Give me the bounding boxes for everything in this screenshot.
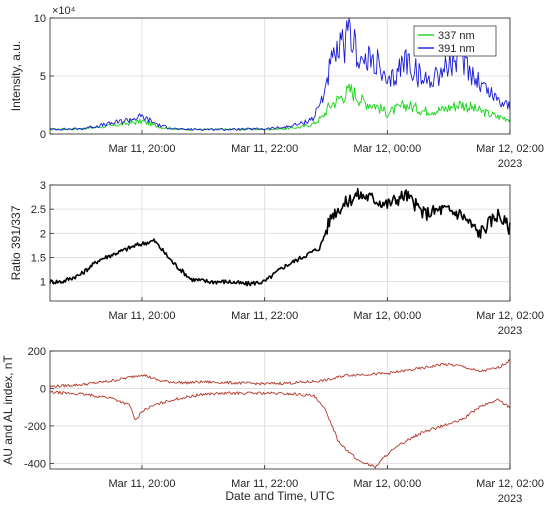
x-year-label: 2023 bbox=[498, 325, 522, 337]
panel-2: 1 1.5 2 2.5 3 Mar 11, 20:00 Mar 11, 22:00 Mar 1… bbox=[9, 180, 544, 337]
panel-3: -400 -200 0 200 Mar 11, 20:00 Mar 11, 22:00 Ma… bbox=[1, 346, 544, 505]
y-axis-label: AU and AL index, nT bbox=[1, 355, 15, 465]
y-axis-label: Ratio 391/337 bbox=[9, 205, 23, 280]
y-tick-label: -400 bbox=[24, 458, 46, 470]
x-axis-label: Date and Time, UTC bbox=[225, 489, 335, 503]
series-line-2 bbox=[49, 17, 511, 131]
x-tick-label: Mar 11, 22:00 bbox=[231, 143, 298, 155]
y-tick-label: 200 bbox=[28, 346, 46, 358]
x-tick-label: Mar 11, 20:00 bbox=[108, 143, 175, 155]
legend-label: 337 nm bbox=[438, 30, 475, 42]
axes-box bbox=[49, 350, 511, 470]
y-tick-label: 0 bbox=[40, 129, 46, 141]
y-tick-label: 5 bbox=[40, 71, 46, 83]
panel-1: 0 5 10 Mar 11, 20:00 Mar 11, 22:00 Mar 12, 00… bbox=[9, 5, 544, 170]
x-tick-label: Mar 12, 00:00 bbox=[353, 310, 421, 322]
axes-box bbox=[49, 184, 511, 302]
y-tick-label: 10 bbox=[34, 13, 46, 25]
x-year-label: 2023 bbox=[498, 158, 522, 170]
y-tick-label: 2.5 bbox=[31, 204, 46, 216]
x-tick-label: Mar 12, 00:00 bbox=[353, 478, 421, 490]
series-line-2 bbox=[49, 390, 511, 469]
x-tick-label: Mar 11, 22:00 bbox=[231, 478, 298, 490]
y-tick-label: 0 bbox=[40, 383, 46, 395]
x-year-label: 2023 bbox=[498, 493, 522, 505]
series-line-1 bbox=[49, 83, 511, 131]
x-tick-label: Mar 11, 22:00 bbox=[231, 310, 298, 322]
y-axis-label: Intensity, a.u. bbox=[9, 41, 23, 111]
y-tick-label: 3 bbox=[40, 180, 46, 192]
series-line-1 bbox=[49, 188, 511, 287]
y-tick-label: 2 bbox=[40, 228, 46, 240]
y-tick-label: -200 bbox=[24, 421, 46, 433]
legend-box bbox=[413, 25, 497, 57]
x-tick-label: Mar 12, 00:00 bbox=[353, 143, 421, 155]
x-tick-label: Mar 12, 02:00 bbox=[476, 143, 544, 155]
y-tick-label: 1.5 bbox=[31, 253, 46, 265]
x-tick-label: Mar 11, 20:00 bbox=[108, 310, 175, 322]
series-line-1 bbox=[49, 359, 511, 388]
x-tick-label: Mar 12, 02:00 bbox=[476, 478, 544, 490]
y-tick-label: 1 bbox=[40, 277, 46, 289]
x-tick-label: Mar 12, 02:00 bbox=[476, 310, 544, 322]
y-exponent-label: ×10⁴ bbox=[52, 5, 76, 17]
legend-label: 391 nm bbox=[438, 43, 475, 55]
x-tick-label: Mar 11, 20:00 bbox=[108, 478, 175, 490]
